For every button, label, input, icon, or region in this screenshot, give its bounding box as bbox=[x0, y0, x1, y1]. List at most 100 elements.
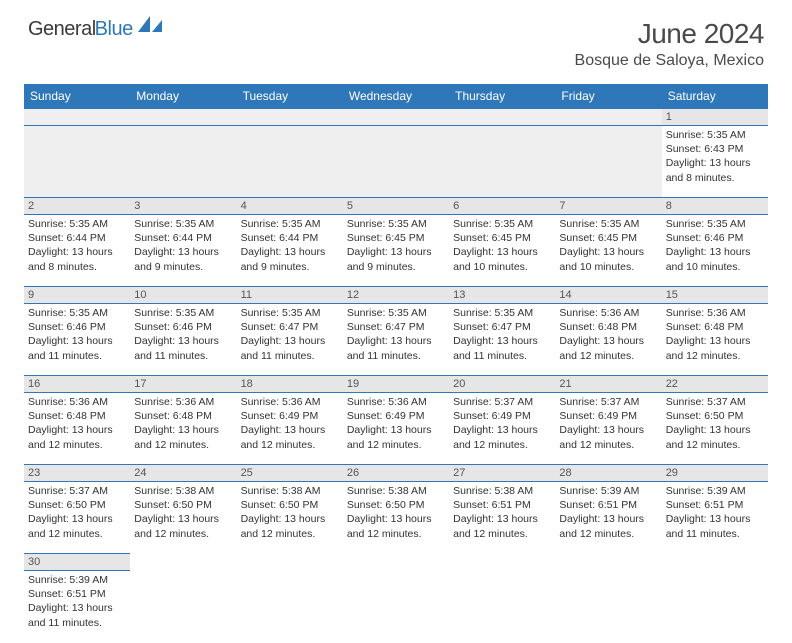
daylight-line-2: and 11 minutes. bbox=[453, 349, 551, 363]
day-cell-empty bbox=[662, 571, 768, 643]
daylight-line-1: Daylight: 13 hours bbox=[241, 245, 339, 259]
daylight-line-1: Daylight: 13 hours bbox=[28, 334, 126, 348]
daynum: 15 bbox=[662, 287, 768, 304]
daynum: 28 bbox=[555, 465, 661, 482]
daylight-line-1: Daylight: 13 hours bbox=[347, 245, 445, 259]
brand-blue: Blue bbox=[95, 18, 133, 41]
day-cell: Sunrise: 5:38 AMSunset: 6:50 PMDaylight:… bbox=[130, 482, 236, 554]
day-cell: Sunrise: 5:37 AMSunset: 6:50 PMDaylight:… bbox=[24, 482, 130, 554]
sunrise-line: Sunrise: 5:36 AM bbox=[134, 395, 232, 409]
daylight-line-1: Daylight: 13 hours bbox=[241, 334, 339, 348]
daylight-line-2: and 9 minutes. bbox=[347, 260, 445, 274]
daynum: 27 bbox=[449, 465, 555, 482]
daylight-line-1: Daylight: 13 hours bbox=[559, 334, 657, 348]
day-cell-empty bbox=[555, 571, 661, 643]
sunset-line: Sunset: 6:46 PM bbox=[134, 320, 232, 334]
weekday-header: Thursday bbox=[449, 84, 555, 109]
daylight-line-1: Daylight: 13 hours bbox=[666, 423, 764, 437]
daylight-line-1: Daylight: 13 hours bbox=[134, 334, 232, 348]
daylight-line-1: Daylight: 13 hours bbox=[28, 601, 126, 615]
daynum: 1 bbox=[662, 109, 768, 126]
daylight-line-2: and 9 minutes. bbox=[241, 260, 339, 274]
week-row: Sunrise: 5:36 AMSunset: 6:48 PMDaylight:… bbox=[24, 393, 768, 465]
daynum-row: 16171819202122 bbox=[24, 376, 768, 393]
sunset-line: Sunset: 6:50 PM bbox=[134, 498, 232, 512]
sunset-line: Sunset: 6:49 PM bbox=[559, 409, 657, 423]
daynum-row: 1 bbox=[24, 109, 768, 126]
daylight-line-2: and 12 minutes. bbox=[559, 438, 657, 452]
sunrise-line: Sunrise: 5:35 AM bbox=[347, 217, 445, 231]
daylight-line-1: Daylight: 13 hours bbox=[347, 423, 445, 437]
page-header: GeneralBlue June 2024 Bosque de Saloya, … bbox=[0, 0, 792, 78]
daylight-line-2: and 11 minutes. bbox=[134, 349, 232, 363]
daylight-line-2: and 11 minutes. bbox=[666, 527, 764, 541]
sunset-line: Sunset: 6:50 PM bbox=[241, 498, 339, 512]
day-cell: Sunrise: 5:35 AMSunset: 6:45 PMDaylight:… bbox=[343, 215, 449, 287]
day-cell: Sunrise: 5:35 AMSunset: 6:47 PMDaylight:… bbox=[343, 304, 449, 376]
sunrise-line: Sunrise: 5:35 AM bbox=[559, 217, 657, 231]
sunrise-line: Sunrise: 5:35 AM bbox=[666, 217, 764, 231]
sunset-line: Sunset: 6:44 PM bbox=[241, 231, 339, 245]
weekday-header: Monday bbox=[130, 84, 236, 109]
daynum-row: 23242526272829 bbox=[24, 465, 768, 482]
daylight-line-2: and 12 minutes. bbox=[134, 438, 232, 452]
daynum-empty bbox=[343, 109, 449, 126]
daynum: 23 bbox=[24, 465, 130, 482]
day-cell: Sunrise: 5:36 AMSunset: 6:49 PMDaylight:… bbox=[343, 393, 449, 465]
weekday-header: Sunday bbox=[24, 84, 130, 109]
sunset-line: Sunset: 6:43 PM bbox=[666, 142, 764, 156]
sunrise-line: Sunrise: 5:36 AM bbox=[28, 395, 126, 409]
sunrise-line: Sunrise: 5:35 AM bbox=[134, 217, 232, 231]
daynum: 29 bbox=[662, 465, 768, 482]
sunrise-line: Sunrise: 5:38 AM bbox=[347, 484, 445, 498]
day-cell: Sunrise: 5:36 AMSunset: 6:48 PMDaylight:… bbox=[24, 393, 130, 465]
day-cell: Sunrise: 5:35 AMSunset: 6:46 PMDaylight:… bbox=[130, 304, 236, 376]
sunrise-line: Sunrise: 5:35 AM bbox=[241, 217, 339, 231]
sunset-line: Sunset: 6:50 PM bbox=[347, 498, 445, 512]
daynum-empty bbox=[24, 109, 130, 126]
sunrise-line: Sunrise: 5:36 AM bbox=[559, 306, 657, 320]
daynum: 22 bbox=[662, 376, 768, 393]
sunset-line: Sunset: 6:50 PM bbox=[666, 409, 764, 423]
sunset-line: Sunset: 6:47 PM bbox=[453, 320, 551, 334]
daynum: 8 bbox=[662, 198, 768, 215]
daylight-line-2: and 12 minutes. bbox=[559, 527, 657, 541]
sunrise-line: Sunrise: 5:38 AM bbox=[134, 484, 232, 498]
sunrise-line: Sunrise: 5:36 AM bbox=[666, 306, 764, 320]
day-cell: Sunrise: 5:35 AMSunset: 6:46 PMDaylight:… bbox=[24, 304, 130, 376]
daylight-line-1: Daylight: 13 hours bbox=[453, 245, 551, 259]
sunset-line: Sunset: 6:45 PM bbox=[453, 231, 551, 245]
daynum-empty bbox=[130, 554, 236, 571]
week-row: Sunrise: 5:35 AMSunset: 6:46 PMDaylight:… bbox=[24, 304, 768, 376]
daylight-line-1: Daylight: 13 hours bbox=[666, 156, 764, 170]
daynum-row: 2345678 bbox=[24, 198, 768, 215]
daylight-line-1: Daylight: 13 hours bbox=[28, 423, 126, 437]
daynum: 24 bbox=[130, 465, 236, 482]
daynum-empty bbox=[555, 109, 661, 126]
sunset-line: Sunset: 6:49 PM bbox=[453, 409, 551, 423]
day-cell: Sunrise: 5:35 AMSunset: 6:44 PMDaylight:… bbox=[24, 215, 130, 287]
daylight-line-2: and 9 minutes. bbox=[134, 260, 232, 274]
daylight-line-1: Daylight: 13 hours bbox=[666, 512, 764, 526]
sunset-line: Sunset: 6:50 PM bbox=[28, 498, 126, 512]
sunrise-line: Sunrise: 5:35 AM bbox=[347, 306, 445, 320]
day-cell-empty bbox=[449, 571, 555, 643]
day-cell: Sunrise: 5:35 AMSunset: 6:45 PMDaylight:… bbox=[449, 215, 555, 287]
sunset-line: Sunset: 6:46 PM bbox=[28, 320, 126, 334]
sunrise-line: Sunrise: 5:39 AM bbox=[28, 573, 126, 587]
daylight-line-1: Daylight: 13 hours bbox=[559, 245, 657, 259]
daynum: 26 bbox=[343, 465, 449, 482]
day-cell: Sunrise: 5:35 AMSunset: 6:44 PMDaylight:… bbox=[130, 215, 236, 287]
daylight-line-2: and 12 minutes. bbox=[347, 438, 445, 452]
day-cell: Sunrise: 5:36 AMSunset: 6:48 PMDaylight:… bbox=[130, 393, 236, 465]
sunset-line: Sunset: 6:48 PM bbox=[134, 409, 232, 423]
daynum: 9 bbox=[24, 287, 130, 304]
daynum: 12 bbox=[343, 287, 449, 304]
sunrise-line: Sunrise: 5:35 AM bbox=[28, 306, 126, 320]
daynum: 21 bbox=[555, 376, 661, 393]
daynum: 14 bbox=[555, 287, 661, 304]
daynum: 25 bbox=[237, 465, 343, 482]
daynum: 11 bbox=[237, 287, 343, 304]
weekday-header: Wednesday bbox=[343, 84, 449, 109]
daylight-line-2: and 12 minutes. bbox=[241, 527, 339, 541]
